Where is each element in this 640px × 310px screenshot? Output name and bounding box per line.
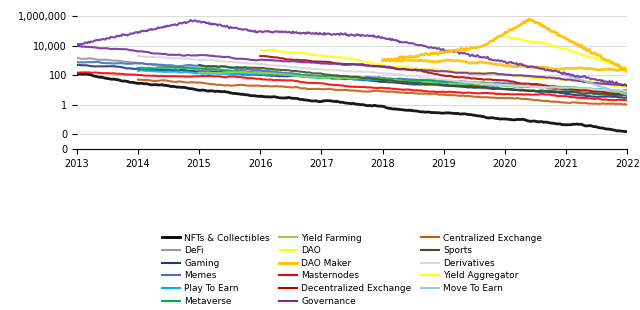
Legend: NFTs & Collectibles, DeFi, Gaming, Memes, Play To Earn, Metaverse, Yield Farming: NFTs & Collectibles, DeFi, Gaming, Memes…: [158, 230, 546, 309]
